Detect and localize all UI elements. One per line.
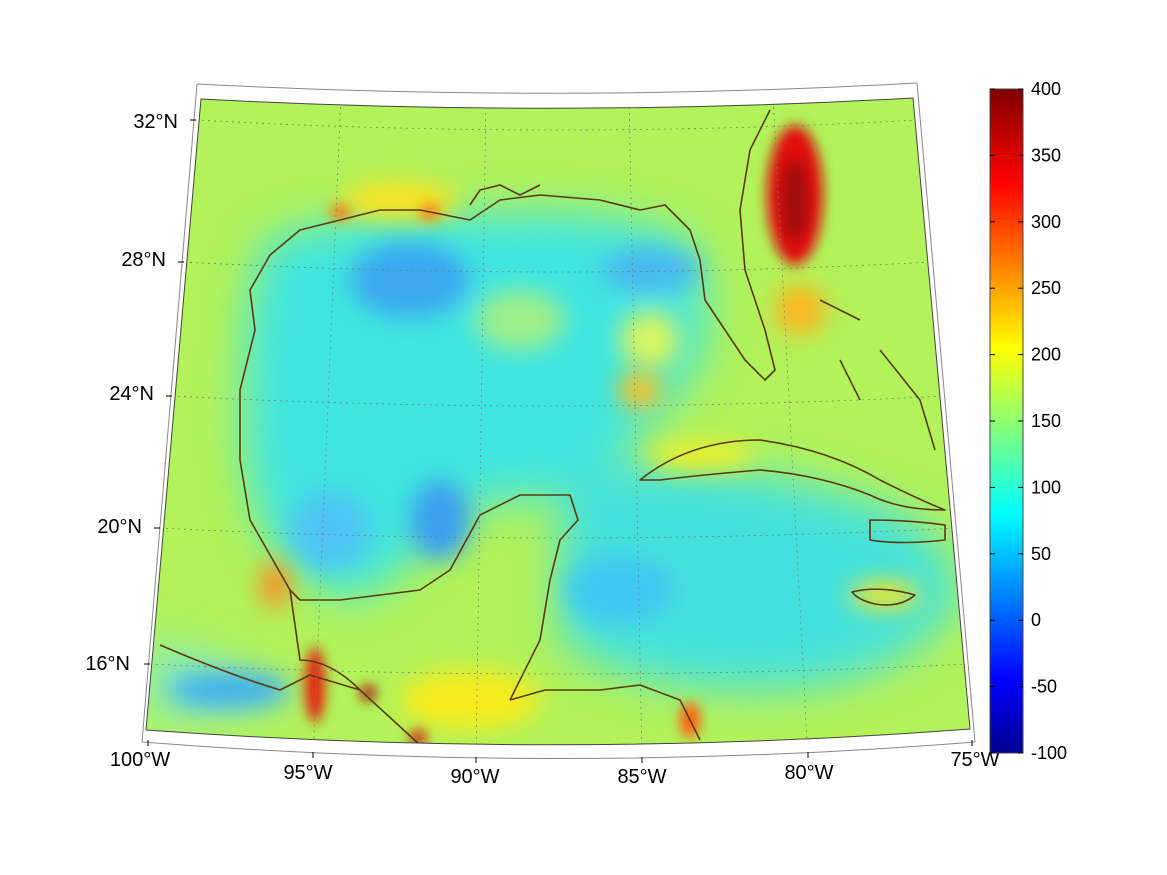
graticule bbox=[149, 98, 969, 745]
colorbar-tick-label: 250 bbox=[1031, 278, 1061, 298]
jamaica-outline bbox=[851, 588, 916, 606]
lat-label-20: 20°N bbox=[97, 516, 142, 538]
colorbar-labels: 400 350 300 250 200 150 100 50 0 -50 -100 bbox=[1031, 79, 1067, 763]
axis-ticks bbox=[144, 119, 973, 763]
lat-label-16: 16°N bbox=[85, 653, 130, 675]
colorbar: 400 350 300 250 200 150 100 50 0 -50 -100 bbox=[989, 79, 1067, 763]
colorbar-tick-label: 50 bbox=[1031, 544, 1051, 564]
lat-label-28: 28°N bbox=[121, 249, 166, 271]
colorbar-tick-label: 400 bbox=[1031, 79, 1061, 99]
colorbar-tick-label: 200 bbox=[1031, 345, 1061, 365]
lat-label-24: 24°N bbox=[109, 383, 154, 405]
mexico-coast-outline bbox=[289, 494, 579, 701]
coastlines bbox=[159, 109, 946, 745]
colorbar-tick-label: 150 bbox=[1031, 411, 1061, 431]
bahamas-outline bbox=[819, 299, 936, 451]
central-america-outline bbox=[509, 684, 701, 741]
longitude-labels: 100°W 95°W 90°W 85°W 80°W 75°W bbox=[110, 749, 1000, 788]
lon-label-100: 100°W bbox=[110, 749, 170, 771]
lon-label-90: 90°W bbox=[450, 766, 499, 788]
colorbar-tick-label: -100 bbox=[1031, 743, 1067, 763]
grid-lat-16 bbox=[149, 663, 969, 675]
colorbar-tick-label: 350 bbox=[1031, 145, 1061, 165]
colorbar-tick-label: -50 bbox=[1031, 677, 1057, 697]
mississippi-delta-outline bbox=[469, 184, 541, 206]
gulf-coast-outline bbox=[159, 109, 776, 745]
grid-lat-32 bbox=[195, 119, 919, 131]
grid-lat-20 bbox=[159, 527, 958, 539]
map-frame bbox=[141, 82, 976, 759]
colorbar-tick-label: 300 bbox=[1031, 212, 1061, 232]
cuba-outline bbox=[639, 439, 946, 511]
field-raster bbox=[146, 98, 970, 745]
lon-label-95: 95°W bbox=[283, 762, 332, 784]
lon-label-75: 75°W bbox=[950, 749, 999, 771]
hispaniola-outline bbox=[869, 519, 946, 544]
colorbar-ticks bbox=[990, 88, 1023, 754]
colorbar-tick-label: 100 bbox=[1031, 477, 1061, 497]
colorbar-tick-label: 0 bbox=[1031, 610, 1041, 630]
lon-label-80: 80°W bbox=[784, 762, 833, 784]
lon-label-85: 85°W bbox=[617, 766, 666, 788]
lat-label-32: 32°N bbox=[133, 111, 178, 133]
colorbar-gradient bbox=[989, 88, 1024, 754]
latitude-labels: 32°N 28°N 24°N 20°N 16°N bbox=[85, 111, 178, 675]
